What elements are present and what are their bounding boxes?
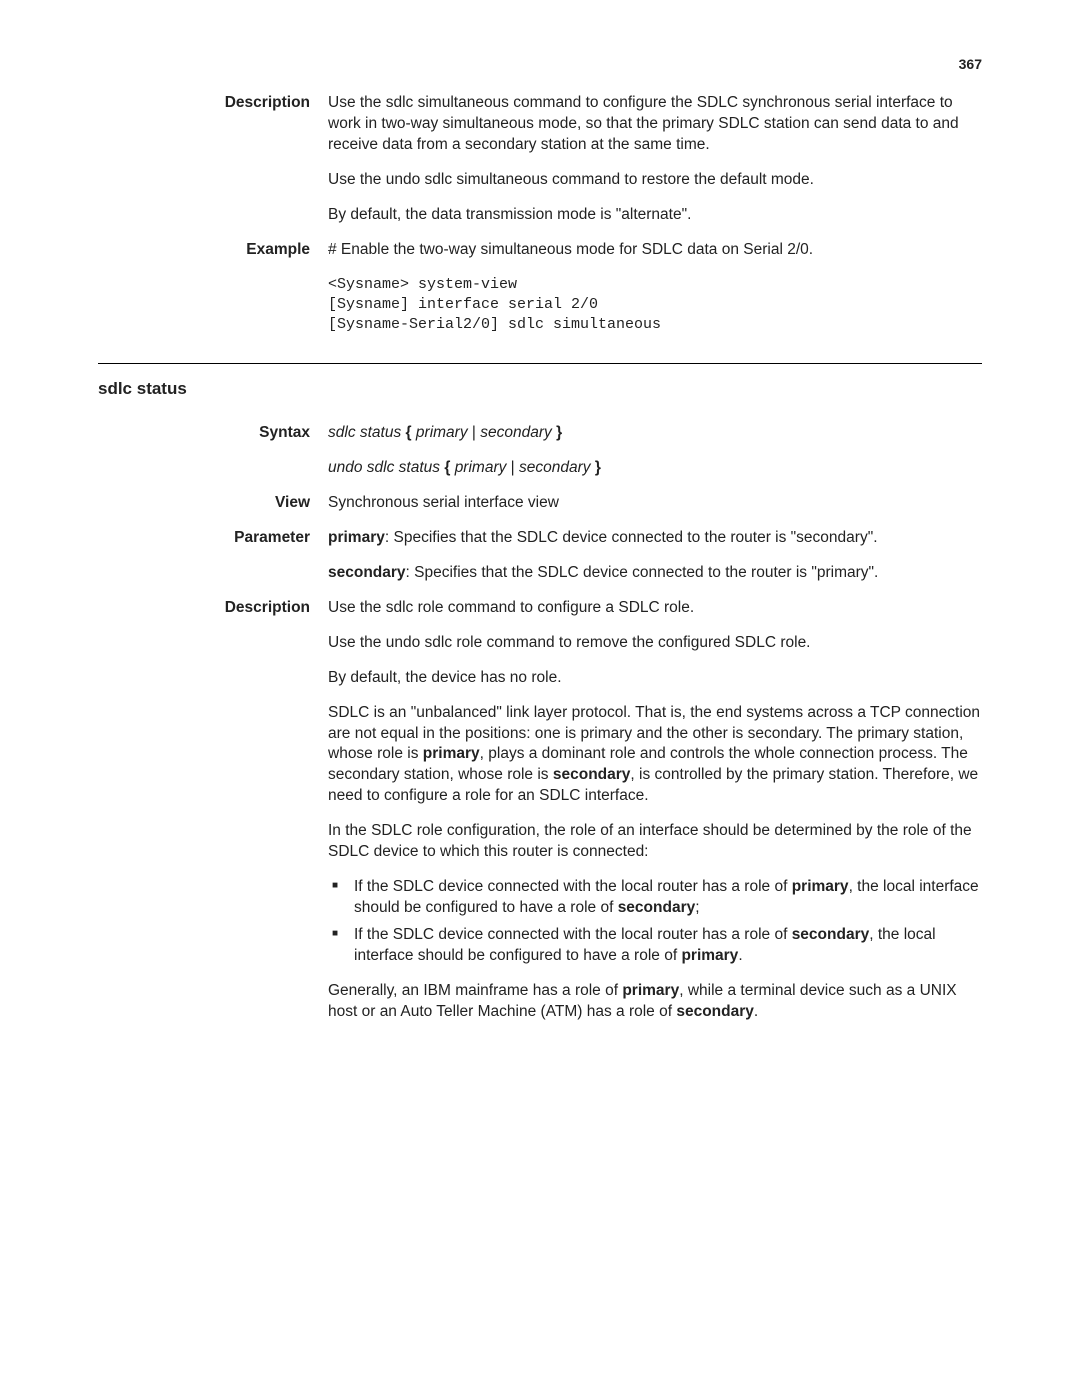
text: Use the [328,94,386,111]
d-para-5: In the SDLC role configuration, the role… [328,821,982,863]
text: command to configure a SDLC role. [443,599,694,616]
role-primary: primary [681,947,738,964]
label-parameter: Parameter [98,528,328,584]
cmd-sdlc-role: sdlc role [386,599,444,616]
role-primary: primary [792,878,849,895]
text: . [754,1003,758,1020]
pipe: | [511,459,515,476]
param-secondary: secondary: Specifies that the SDLC devic… [328,563,982,584]
example-intro: # Enable the two-way simultaneous mode f… [328,240,982,261]
text: If the SDLC device connected with the lo… [354,878,792,895]
desc-para-3: By default, the data transmission mode i… [328,205,982,226]
cmd-sdlc-simultaneous: sdlc simultaneous [386,94,509,111]
brace-close: } [556,424,562,441]
d-para-1: Use the sdlc role command to configure a… [328,598,982,619]
brace-close: } [595,459,601,476]
d-para-6: Generally, an IBM mainframe has a role o… [328,981,982,1023]
text: ; [695,899,699,916]
role-secondary: secondary [553,766,631,783]
label-syntax: Syntax [98,423,328,479]
d-para-4: SDLC is an "unbalanced" link layer proto… [328,703,982,808]
role-secondary: secondary [792,926,870,943]
syntax-opt: primary [416,424,468,441]
role-secondary: secondary [676,1003,754,1020]
row-syntax: Syntax sdlc status { primary | secondary… [98,423,982,479]
pipe: | [472,424,476,441]
brace-open: { [406,424,412,441]
text: command to restore the default mode. [548,171,814,188]
param-key: primary [328,529,385,546]
content-parameter: primary: Specifies that the SDLC device … [328,528,982,584]
desc-para-1: Use the sdlc simultaneous command to con… [328,93,982,156]
label-example: Example [98,240,328,336]
cmd-undo-sdlc-simultaneous: undo sdlc simultaneous [386,171,548,188]
param-key: secondary [328,564,406,581]
section-divider [98,363,982,364]
brace-open: { [444,459,450,476]
desc-para-2: Use the undo sdlc simultaneous command t… [328,170,982,191]
text: Use the [328,171,386,188]
row-example-1: Example # Enable the two-way simultaneou… [98,240,982,336]
text: command to remove the configured SDLC ro… [482,634,810,651]
syntax-opt: secondary [480,424,552,441]
syntax-cmd: sdlc status [328,424,401,441]
list-item: If the SDLC device connected with the lo… [328,925,982,967]
param-text: : Specifies that the SDLC device connect… [406,564,879,581]
syntax-opt: secondary [519,459,591,476]
syntax-line-1: sdlc status { primary | secondary } [328,423,982,444]
role-rules-list: If the SDLC device connected with the lo… [328,877,982,967]
text: Use the [328,634,386,651]
example-code: <Sysname> system-view [Sysname] interfac… [328,275,982,336]
text: Use the [328,599,386,616]
page: 367 Description Use the sdlc simultaneou… [0,0,1080,1397]
row-parameter: Parameter primary: Specifies that the SD… [98,528,982,584]
cmd-undo-sdlc-role: undo sdlc role [386,634,483,651]
content-syntax: sdlc status { primary | secondary } undo… [328,423,982,479]
syntax-cmd: undo sdlc status [328,459,440,476]
row-description-2: Description Use the sdlc role command to… [98,598,982,1023]
label-description-2: Description [98,598,328,1023]
content-example: # Enable the two-way simultaneous mode f… [328,240,982,336]
label-view: View [98,493,328,514]
spacer [98,55,982,93]
role-primary: primary [423,745,480,762]
param-primary: primary: Specifies that the SDLC device … [328,528,982,549]
page-number: 367 [959,55,982,74]
content-description-2: Use the sdlc role command to configure a… [328,598,982,1023]
role-secondary: secondary [618,899,696,916]
view-text: Synchronous serial interface view [328,493,982,514]
text: If the SDLC device connected with the lo… [354,926,792,943]
list-item: If the SDLC device connected with the lo… [328,877,982,919]
syntax-opt: primary [455,459,507,476]
d-para-2: Use the undo sdlc role command to remove… [328,633,982,654]
row-view: View Synchronous serial interface view [98,493,982,514]
text: . [738,947,742,964]
syntax-line-2: undo sdlc status { primary | secondary } [328,458,982,479]
label-description: Description [98,93,328,226]
row-description-1: Description Use the sdlc simultaneous co… [98,93,982,226]
content-view: Synchronous serial interface view [328,493,982,514]
section-heading-sdlc-status: sdlc status [98,378,982,401]
content-description-1: Use the sdlc simultaneous command to con… [328,93,982,226]
text: Generally, an IBM mainframe has a role o… [328,982,622,999]
param-text: : Specifies that the SDLC device connect… [385,529,878,546]
role-primary: primary [622,982,679,999]
d-para-3: By default, the device has no role. [328,668,982,689]
